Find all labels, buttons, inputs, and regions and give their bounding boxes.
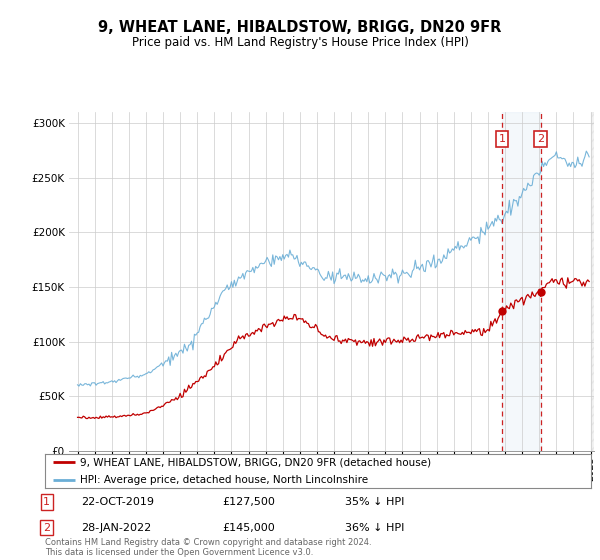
Text: 22-OCT-2019: 22-OCT-2019 xyxy=(81,497,154,507)
Text: 1: 1 xyxy=(43,497,50,507)
Bar xyxy=(590,112,599,451)
Text: £145,000: £145,000 xyxy=(222,522,275,533)
Text: 2: 2 xyxy=(537,134,544,144)
Text: 9, WHEAT LANE, HIBALDSTOW, BRIGG, DN20 9FR (detached house): 9, WHEAT LANE, HIBALDSTOW, BRIGG, DN20 9… xyxy=(80,458,431,467)
Text: Price paid vs. HM Land Registry's House Price Index (HPI): Price paid vs. HM Land Registry's House … xyxy=(131,36,469,49)
Text: Contains HM Land Registry data © Crown copyright and database right 2024.
This d: Contains HM Land Registry data © Crown c… xyxy=(45,538,371,557)
Text: 2: 2 xyxy=(43,522,50,533)
Text: 9, WHEAT LANE, HIBALDSTOW, BRIGG, DN20 9FR: 9, WHEAT LANE, HIBALDSTOW, BRIGG, DN20 9… xyxy=(98,20,502,35)
Text: 1: 1 xyxy=(499,134,506,144)
Text: 36% ↓ HPI: 36% ↓ HPI xyxy=(345,522,404,533)
Text: 35% ↓ HPI: 35% ↓ HPI xyxy=(345,497,404,507)
Bar xyxy=(502,112,541,451)
Text: 28-JAN-2022: 28-JAN-2022 xyxy=(81,522,151,533)
Text: HPI: Average price, detached house, North Lincolnshire: HPI: Average price, detached house, Nort… xyxy=(80,475,368,484)
Text: £127,500: £127,500 xyxy=(222,497,275,507)
